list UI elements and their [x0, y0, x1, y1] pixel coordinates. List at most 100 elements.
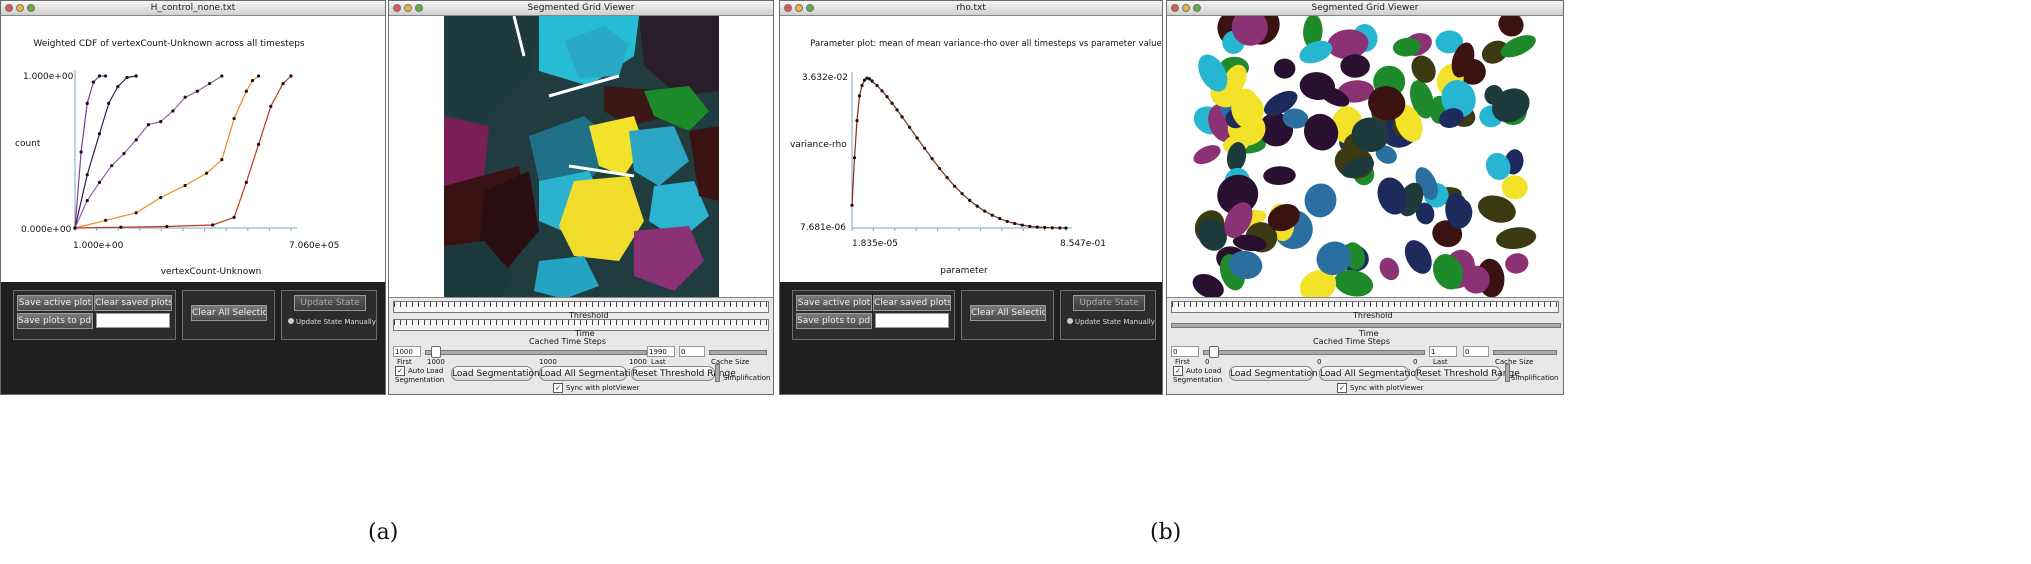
data-point — [122, 151, 126, 156]
cached-time-steps-label: Cached Time Steps — [1313, 337, 1391, 346]
last-time-input[interactable]: 1 — [1429, 346, 1457, 357]
window-titlebar[interactable]: H_control_none.txt — [1, 1, 385, 16]
close-icon[interactable] — [393, 4, 401, 12]
segment-blob — [1415, 202, 1435, 225]
window-title: Segmented Grid Viewer — [527, 3, 635, 13]
load-all-segmentations-button[interactable]: Load All Segmentations — [1319, 366, 1426, 381]
close-icon[interactable] — [1171, 4, 1179, 12]
time-slider[interactable] — [1171, 323, 1561, 328]
load-segmentation-button[interactable]: Load Segmentation — [451, 366, 540, 381]
zoom-icon[interactable] — [415, 4, 423, 12]
cached-steps-slider-knob[interactable] — [431, 346, 441, 358]
reset-threshold-range-button[interactable]: Reset Threshold Range — [631, 366, 736, 381]
window-titlebar[interactable]: Segmented Grid Viewer — [1167, 1, 1563, 16]
cache-size-input[interactable]: 0 — [679, 346, 705, 357]
segment-blob — [1481, 40, 1509, 64]
cached-steps-slider-knob[interactable] — [1209, 346, 1219, 358]
save-active-plot-button[interactable]: Save active plot — [796, 295, 872, 311]
close-icon[interactable] — [784, 4, 792, 12]
plot-area[interactable]: Parameter plot: mean of mean variance-rh… — [780, 16, 1162, 284]
cached-steps-slider[interactable] — [1203, 350, 1425, 355]
x-tick-left: 1.835e-05 — [852, 239, 898, 249]
window-controls — [784, 3, 817, 17]
segment-blob — [1198, 54, 1228, 92]
window-title: rho.txt — [956, 3, 986, 13]
clear-saved-plots-button[interactable]: Clear saved plots — [94, 295, 172, 311]
data-point — [915, 136, 919, 140]
cached-steps-slider[interactable] — [425, 350, 647, 355]
cache-size-slider[interactable] — [1493, 350, 1557, 355]
data-point — [1035, 225, 1039, 229]
first-time-input[interactable]: 1000 — [393, 346, 421, 357]
zoom-icon[interactable] — [806, 4, 814, 12]
chart-title: Parameter plot: mean of mean variance-rh… — [810, 39, 1162, 49]
minimize-icon[interactable] — [16, 4, 24, 12]
data-point — [250, 78, 255, 83]
window-controls — [1171, 3, 1204, 17]
parameter-chart[interactable]: Parameter plot: mean of mean variance-rh… — [780, 16, 1162, 284]
minimize-icon[interactable] — [404, 4, 412, 12]
save-plots-to-pdf-button[interactable]: Save plots to pdf — [17, 313, 93, 329]
cdf-chart[interactable]: Weighted CDF of vertexCount-Unknown acro… — [1, 16, 385, 284]
load-segmentation-button[interactable]: Load Segmentation — [1229, 366, 1318, 381]
data-point — [110, 164, 114, 168]
sync-with-plotviewer-checkbox[interactable]: ✓ Sync with plotViewer — [1337, 383, 1423, 393]
simplification-slider[interactable] — [1505, 364, 1510, 382]
plot-area[interactable]: Weighted CDF of vertexCount-Unknown acro… — [1, 16, 385, 284]
time-label: Time — [575, 329, 595, 338]
x-axis-label: parameter — [940, 266, 988, 276]
first-time-input[interactable]: 0 — [1171, 346, 1199, 357]
segment-blob — [1492, 88, 1530, 123]
segment-blob — [1340, 54, 1370, 78]
update-state-manually-option[interactable]: Update State Manually — [1067, 318, 1155, 326]
clear-all-selections-button[interactable]: Clear All Selections — [191, 305, 267, 321]
segment-blob — [1435, 30, 1464, 54]
threshold-ruler[interactable] — [1171, 301, 1559, 313]
close-icon[interactable] — [5, 4, 13, 12]
segment-blob — [1224, 202, 1253, 239]
save-group: Save active plot Clear saved plots Save … — [792, 290, 955, 340]
last-time-input[interactable]: 1990 — [647, 346, 675, 357]
auto-load-checkbox[interactable]: ✓ Auto Load Segmentation — [1173, 366, 1225, 384]
update-state-button[interactable]: Update State — [294, 295, 366, 311]
clear-saved-plots-button[interactable]: Clear saved plots — [873, 295, 951, 311]
cache-size-input[interactable]: 0 — [1463, 346, 1489, 357]
window-titlebar[interactable]: rho.txt — [780, 1, 1162, 16]
window-title: H_control_none.txt — [150, 3, 236, 13]
sync-with-plotviewer-checkbox[interactable]: ✓ Sync with plotViewer — [553, 383, 639, 393]
auto-load-checkbox[interactable]: ✓ Auto Load Segmentation — [395, 366, 447, 384]
radio-icon — [288, 318, 294, 324]
data-point — [73, 226, 77, 230]
data-point — [256, 74, 261, 78]
chart-marks — [850, 72, 1072, 231]
clear-all-selections-button[interactable]: Clear All Selections — [970, 305, 1046, 321]
segmentation-render-view[interactable] — [1167, 16, 1563, 299]
pdf-filename-input[interactable] — [96, 313, 170, 328]
window-titlebar[interactable]: Segmented Grid Viewer — [389, 1, 773, 16]
sync-label: Sync with plotViewer — [1350, 384, 1424, 392]
save-active-plot-button[interactable]: Save active plot — [17, 295, 93, 311]
save-plots-to-pdf-button[interactable]: Save plots to pdf — [796, 313, 872, 329]
minimize-icon[interactable] — [795, 4, 803, 12]
pdf-filename-input[interactable] — [875, 313, 949, 328]
segment-blob — [1496, 227, 1537, 250]
update-state-button[interactable]: Update State — [1073, 295, 1145, 311]
load-all-segmentations-button[interactable]: Load All Segmentations — [539, 366, 646, 381]
cache-size-slider[interactable] — [709, 350, 767, 355]
simplification-slider[interactable] — [715, 364, 720, 382]
update-state-manually-option[interactable]: Update State Manually — [288, 318, 376, 326]
plot-controls: Save active plot Clear saved plots Save … — [780, 282, 1162, 394]
y-tick-bottom: 0.000e+00 — [21, 225, 72, 235]
segment-blob — [1263, 166, 1296, 186]
segmentation-render-view[interactable] — [389, 16, 773, 299]
x-tick-left: 1.000e+00 — [73, 241, 124, 251]
reset-threshold-range-button[interactable]: Reset Threshold Range — [1415, 366, 1520, 381]
zoom-icon[interactable] — [1193, 4, 1201, 12]
minimize-icon[interactable] — [1182, 4, 1190, 12]
x-tick-right: 7.060e+05 — [289, 241, 339, 251]
zoom-icon[interactable] — [27, 4, 35, 12]
range-right-value: 0 — [1413, 358, 1418, 366]
threshold-ruler[interactable] — [393, 301, 769, 313]
data-point — [269, 104, 273, 108]
time-ruler[interactable] — [393, 319, 769, 331]
